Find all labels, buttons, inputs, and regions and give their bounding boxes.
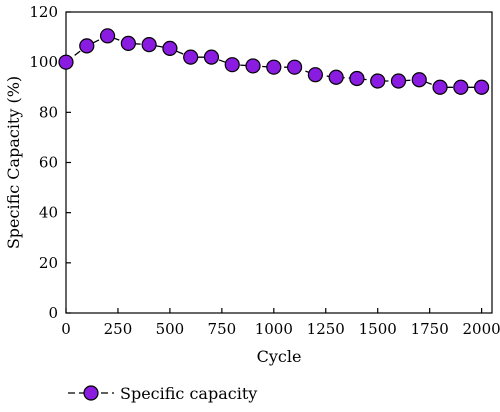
x-tick-label: 0 xyxy=(61,320,71,338)
x-tick-label: 500 xyxy=(156,320,185,338)
data-point xyxy=(203,49,220,65)
data-point xyxy=(474,79,490,95)
data-point xyxy=(245,58,261,74)
x-tick-label: 1000 xyxy=(255,320,293,338)
data-point xyxy=(162,40,178,56)
data-point xyxy=(432,79,448,95)
plot-axes xyxy=(65,11,493,314)
legend-label: Specific capacity xyxy=(120,384,257,403)
series-layer xyxy=(58,28,490,95)
y-tick-label: 40 xyxy=(39,204,58,222)
data-point xyxy=(286,59,303,75)
data-point xyxy=(58,54,74,70)
y-tick-label: 60 xyxy=(39,154,58,172)
data-point xyxy=(349,70,365,87)
x-tick-label: 750 xyxy=(208,320,237,338)
x-tick-label: 2000 xyxy=(463,320,500,338)
plot-frame xyxy=(65,11,493,314)
x-axis-title: Cycle xyxy=(257,347,302,366)
data-point xyxy=(390,73,407,89)
y-axis-title: Specific Capacity (%) xyxy=(4,76,23,249)
y-tick-label: 120 xyxy=(29,3,58,21)
x-tick-label: 1250 xyxy=(307,320,345,338)
legend: Specific capacity xyxy=(68,384,257,403)
x-tick-label: 1750 xyxy=(411,320,449,338)
data-point xyxy=(141,37,157,53)
x-tick-label: 1500 xyxy=(359,320,397,338)
data-point xyxy=(224,57,240,73)
y-tick-label: 100 xyxy=(29,53,58,71)
y-tick-label: 80 xyxy=(39,103,58,121)
data-point xyxy=(183,49,199,65)
legend-marker xyxy=(83,385,99,401)
data-point xyxy=(79,38,95,54)
data-point xyxy=(307,67,323,83)
y-axis-ticks: 0 20 40 60 80 100 120 xyxy=(29,3,71,322)
x-tick-label: 250 xyxy=(104,320,133,338)
y-tick-label: 0 xyxy=(48,304,58,322)
data-point xyxy=(99,28,116,44)
x-axis-ticks: 0 250 500 750 1000 1250 1500 1750 2000 xyxy=(61,308,500,338)
data-point xyxy=(266,59,282,75)
data-point xyxy=(453,79,469,95)
data-point xyxy=(411,72,427,88)
data-point xyxy=(120,35,136,51)
data-point xyxy=(328,69,344,85)
data-point xyxy=(370,73,386,89)
y-tick-label: 20 xyxy=(39,254,58,272)
